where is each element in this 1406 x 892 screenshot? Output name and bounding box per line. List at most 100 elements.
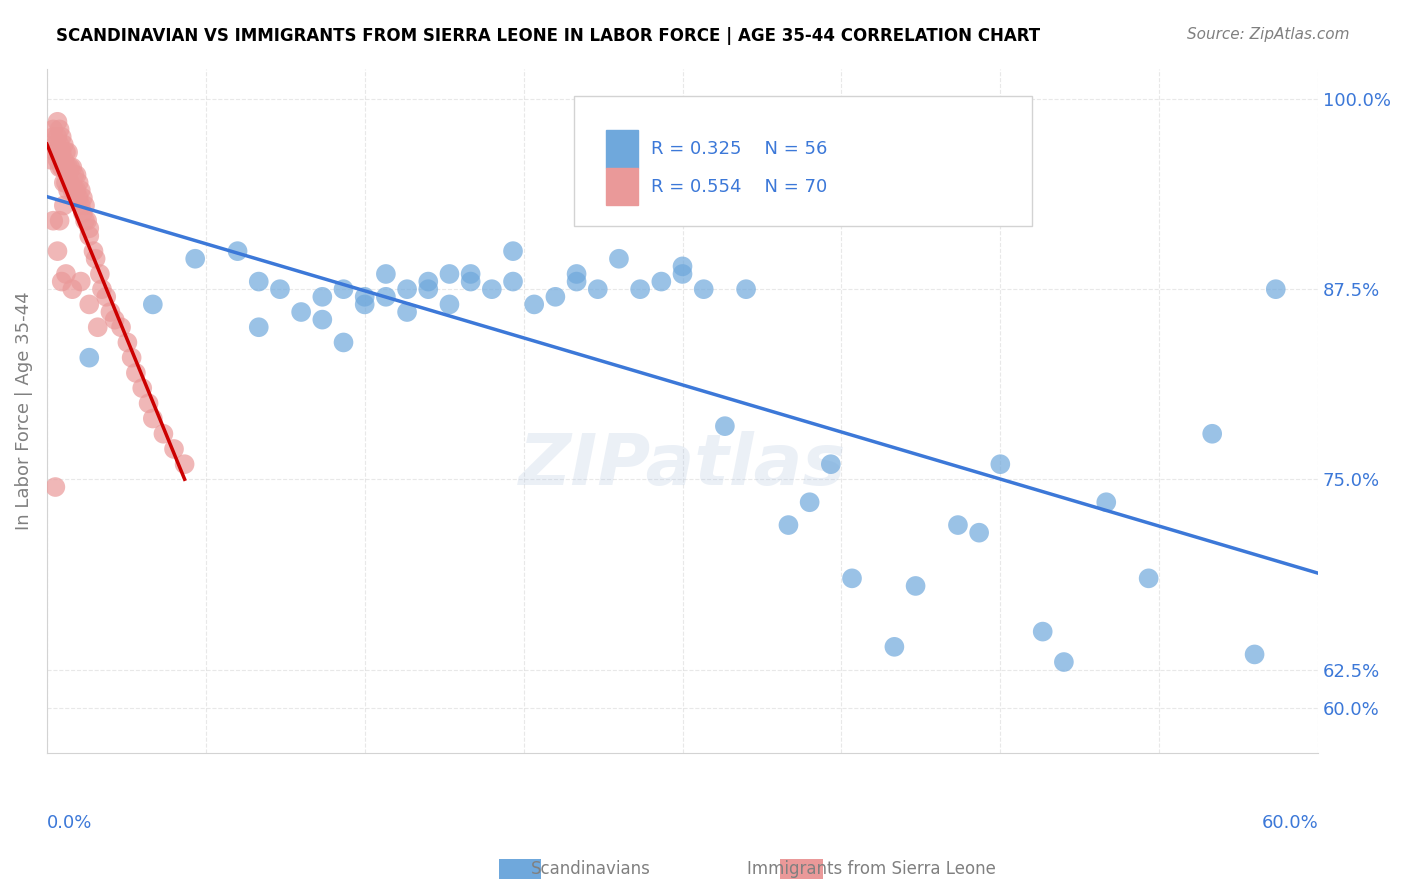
Point	[42, 130, 65, 145]
Point	[714, 419, 737, 434]
Point	[65, 168, 87, 182]
Point	[439, 267, 461, 281]
Point	[55, 145, 77, 160]
Point	[117, 335, 139, 350]
Point	[46, 153, 69, 167]
Point	[77, 228, 100, 243]
Text: Source: ZipAtlas.com: Source: ZipAtlas.com	[1187, 27, 1350, 42]
Point	[56, 161, 79, 175]
Point	[42, 213, 65, 227]
Point	[883, 640, 905, 654]
Point	[226, 244, 249, 259]
Point	[481, 282, 503, 296]
Point	[138, 396, 160, 410]
Point	[904, 579, 927, 593]
Point	[671, 267, 693, 281]
Point	[523, 297, 546, 311]
Point	[42, 122, 65, 136]
Y-axis label: In Labor Force | Age 35-44: In Labor Force | Age 35-44	[15, 292, 32, 530]
Bar	[606, 130, 638, 168]
Point	[247, 320, 270, 334]
Point	[460, 275, 482, 289]
Point	[77, 221, 100, 235]
Text: Immigrants from Sierra Leone: Immigrants from Sierra Leone	[747, 860, 997, 878]
Point	[778, 518, 800, 533]
Point	[69, 275, 91, 289]
Point	[353, 290, 375, 304]
Point	[650, 275, 672, 289]
Point	[439, 297, 461, 311]
Point	[96, 290, 118, 304]
Point	[52, 137, 75, 152]
Point	[77, 297, 100, 311]
Point	[142, 297, 165, 311]
Point	[63, 183, 86, 197]
Point	[52, 198, 75, 212]
Point	[44, 480, 66, 494]
Point	[607, 252, 630, 266]
Point	[332, 282, 354, 296]
Point	[125, 366, 148, 380]
Point	[83, 244, 105, 259]
Point	[69, 183, 91, 197]
Point	[46, 244, 69, 259]
Point	[1053, 655, 1076, 669]
Point	[72, 206, 94, 220]
Point	[51, 145, 73, 160]
Point	[628, 282, 651, 296]
Point	[100, 305, 122, 319]
Point	[39, 153, 62, 167]
Point	[44, 137, 66, 152]
Point	[55, 176, 77, 190]
Point	[173, 457, 195, 471]
Point	[1137, 571, 1160, 585]
Point	[184, 252, 207, 266]
Text: SCANDINAVIAN VS IMMIGRANTS FROM SIERRA LEONE IN LABOR FORCE | AGE 35-44 CORRELAT: SCANDINAVIAN VS IMMIGRANTS FROM SIERRA L…	[56, 27, 1040, 45]
Point	[77, 351, 100, 365]
Text: 0.0%: 0.0%	[46, 814, 93, 832]
Point	[735, 282, 758, 296]
Point	[48, 213, 70, 227]
Point	[121, 351, 143, 365]
Point	[59, 161, 82, 175]
Point	[67, 191, 90, 205]
Point	[48, 122, 70, 136]
Point	[131, 381, 153, 395]
Point	[565, 275, 588, 289]
Point	[59, 176, 82, 190]
Point	[72, 191, 94, 205]
Point	[91, 282, 114, 296]
Point	[460, 267, 482, 281]
Point	[502, 275, 524, 289]
Point	[52, 153, 75, 167]
Point	[51, 161, 73, 175]
Point	[1032, 624, 1054, 639]
Point	[353, 297, 375, 311]
Point	[163, 442, 186, 456]
Point	[76, 213, 98, 227]
Point	[67, 176, 90, 190]
Point	[247, 275, 270, 289]
Point	[51, 275, 73, 289]
Point	[69, 198, 91, 212]
Point	[1095, 495, 1118, 509]
Point	[142, 411, 165, 425]
Point	[56, 183, 79, 197]
Point	[152, 426, 174, 441]
Point	[374, 290, 396, 304]
Point	[311, 312, 333, 326]
Bar	[606, 168, 638, 205]
Point	[396, 282, 419, 296]
Point	[110, 320, 132, 334]
Point	[841, 571, 863, 585]
Point	[56, 145, 79, 160]
Text: Scandinavians: Scandinavians	[530, 860, 651, 878]
Point	[946, 518, 969, 533]
Point	[311, 290, 333, 304]
Point	[52, 176, 75, 190]
Point	[87, 320, 110, 334]
Point	[269, 282, 291, 296]
Text: R = 0.325    N = 56: R = 0.325 N = 56	[651, 140, 827, 158]
Point	[544, 290, 567, 304]
Point	[820, 457, 842, 471]
